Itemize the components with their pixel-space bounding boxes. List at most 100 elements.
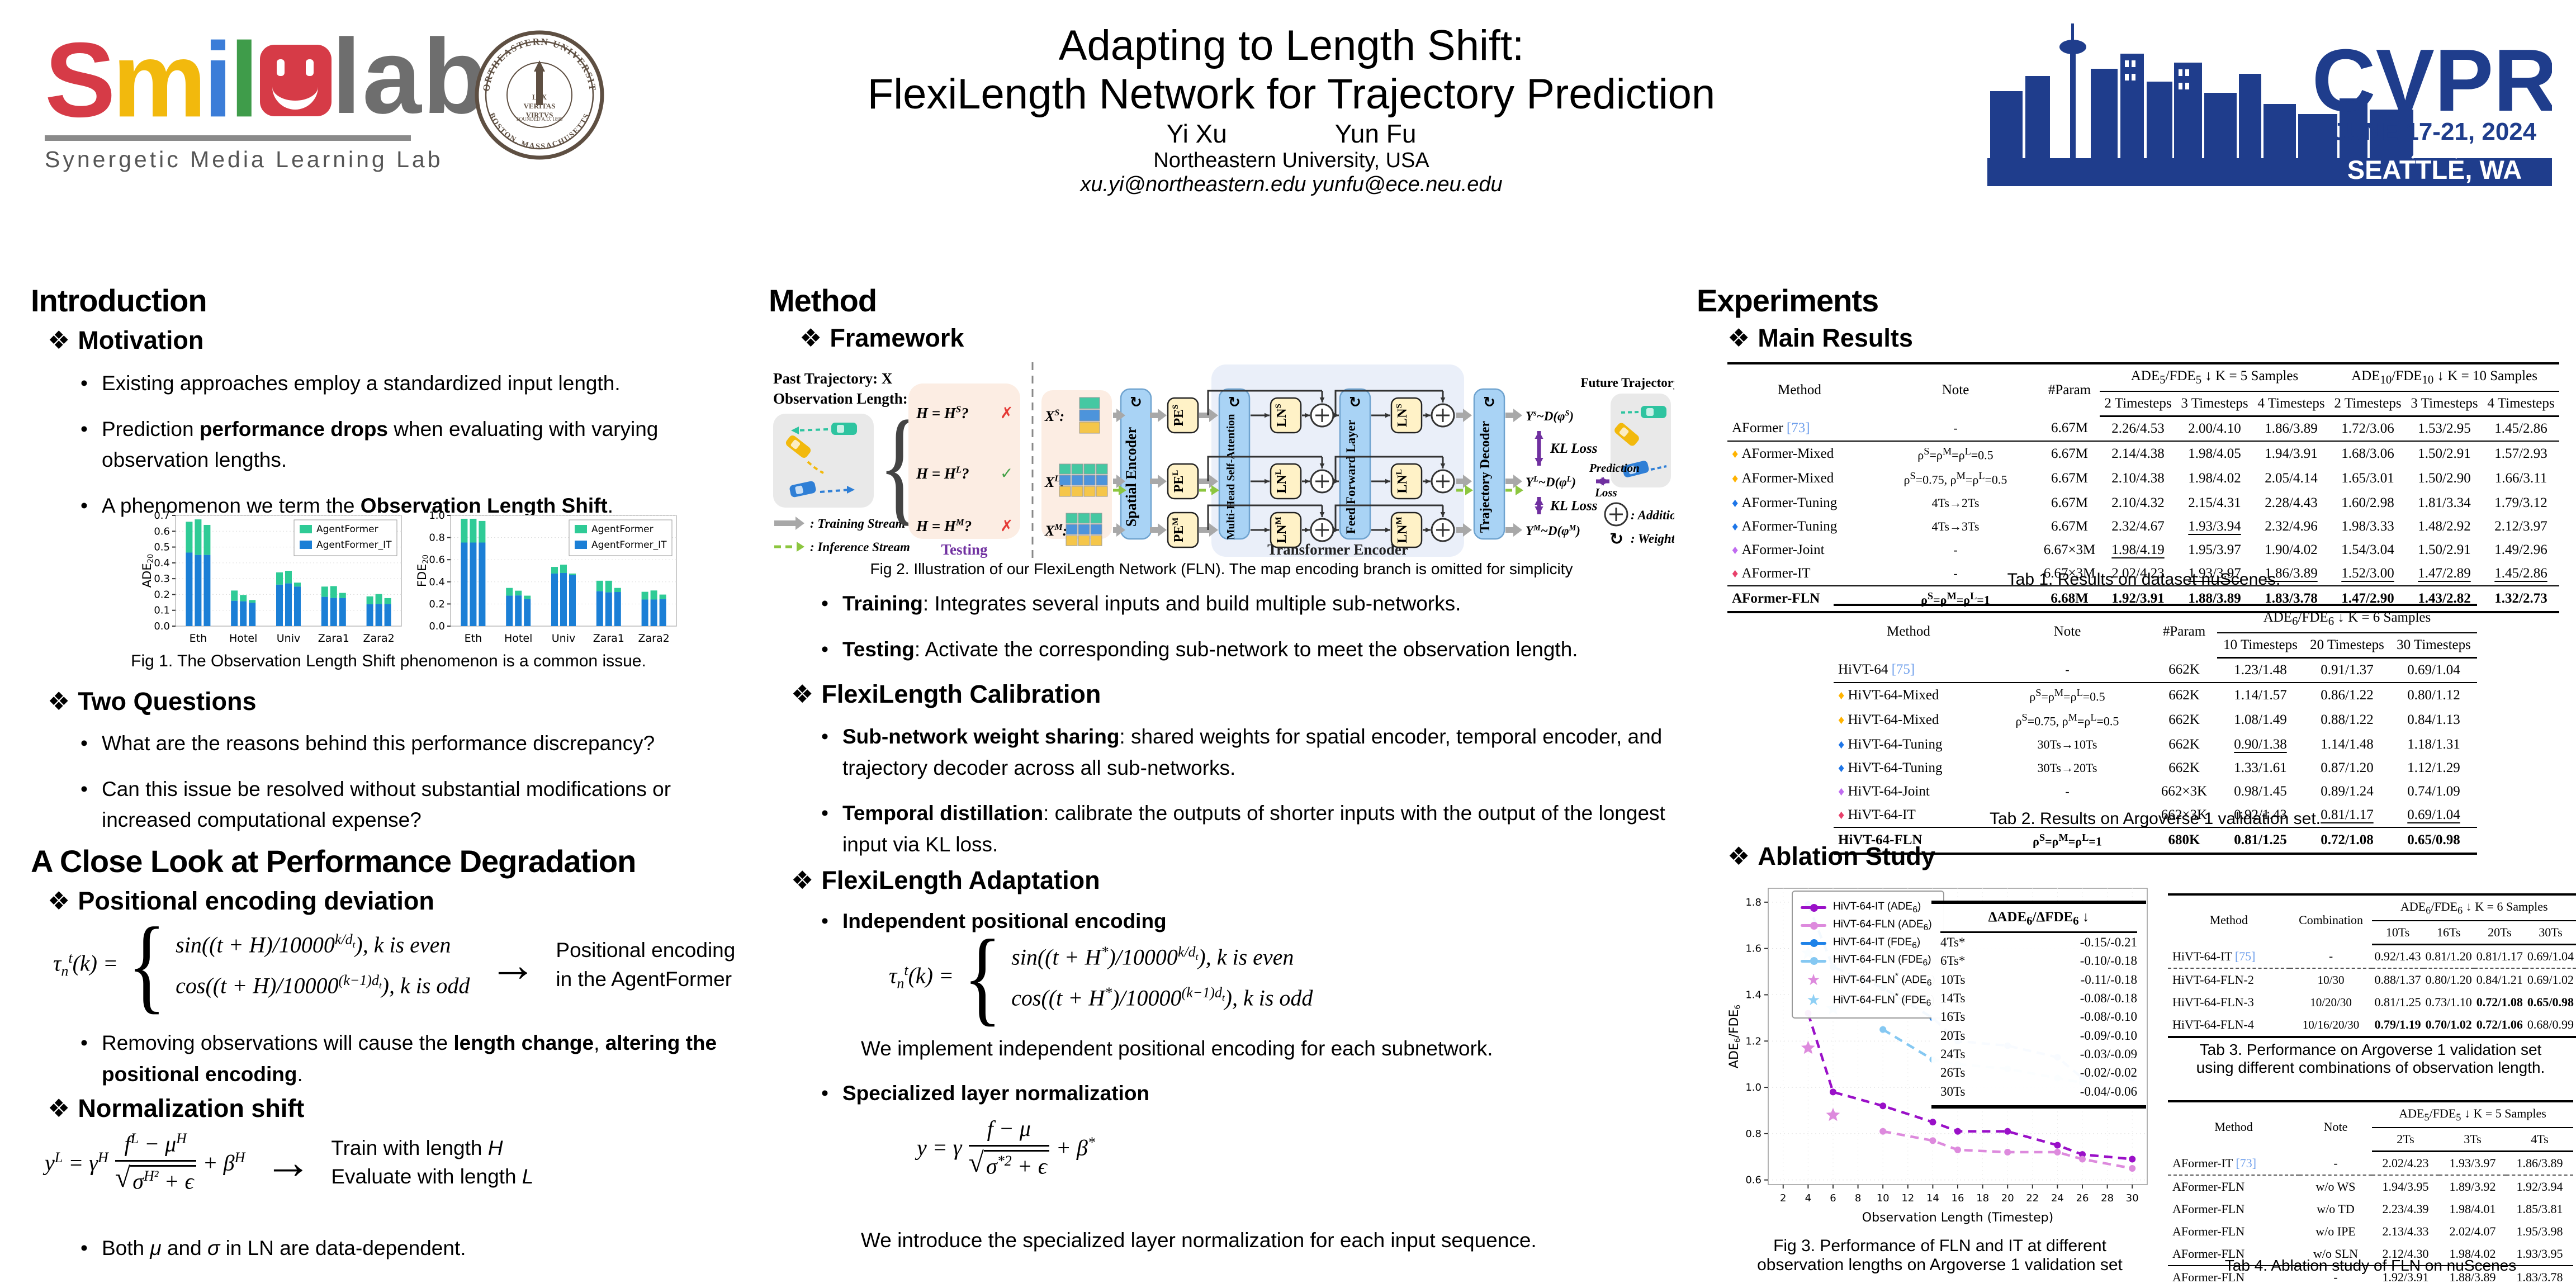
value-cell: 1.94/3.91 — [2265, 446, 2318, 462]
value-cell: 1.08/1.49 — [2234, 712, 2287, 728]
y-tick: 0.0 — [154, 621, 170, 632]
value-cell: 1.98/4.19 — [2111, 542, 2165, 557]
spatial-encoder — [1120, 388, 1152, 540]
logo-letter: m — [112, 21, 207, 140]
section-experiments: Experiments — [1697, 283, 1879, 318]
motivation-bullets: Existing approaches employ a standardize… — [73, 368, 738, 536]
subsection-pos-encoding: ❖ Positional encoding deviation — [48, 887, 434, 915]
value-cell: 1.45/2.86 — [2483, 416, 2559, 442]
legend-label: AgentFormer — [591, 524, 654, 535]
method-cell: ♦ AFormer-Mixed — [1732, 471, 1834, 486]
method-cell: ♦ AFormer-Mixed — [1732, 446, 1834, 462]
method-cell: HiVT-64 [75] — [1834, 657, 1983, 683]
y-tick: 1.0 — [1745, 1082, 1761, 1093]
y-tick: 0.2 — [154, 589, 170, 600]
training-stream-legend: : Training Stream — [810, 517, 905, 531]
authors: Yi Xu Yun Fu — [643, 119, 1940, 149]
value-cell: 1.93/3.94 — [2188, 518, 2241, 534]
subsection-calibration: ❖ FlexiLength Calibration — [791, 680, 1101, 708]
note-cell: ρS=0.75, ρM=ρL=0.5 — [1903, 470, 2007, 487]
bar-agentformer-it — [294, 586, 301, 626]
x-category-label: Zara2 — [363, 632, 394, 645]
sub-header: 10 Timesteps — [2217, 633, 2304, 659]
value-cell: 0.81/1.20 — [2423, 944, 2474, 969]
flow-arrow — [1456, 409, 1472, 422]
group-header: ADE6/FDE6 ↓ K = 6 Samples — [2372, 894, 2576, 922]
value-cell: 1.98/4.02 — [2439, 1243, 2506, 1267]
method-cell: ♦ HiVT-64-Joint — [1838, 783, 1930, 799]
flow-arrow — [774, 517, 804, 530]
fig2-framework-diagram: Past Trajectory: X Observation Length: H:… — [773, 362, 1674, 558]
x-category-label: Univ — [277, 632, 300, 645]
point-marker — [1829, 1088, 1836, 1096]
table-row: AFormer-FLN w/o IPE 2.13/4.33 2.02/4.07 1.95… — [2168, 1220, 2573, 1243]
diamond-icon: ♦ — [1732, 495, 1739, 510]
bar-agentformer — [294, 583, 301, 587]
table-row: AFormer-FLN - 1.92/3.91 1.88/3.89 1.83/3.78 — [2168, 1266, 2573, 1288]
flow-arrow — [1113, 523, 1125, 537]
input-cell — [1096, 475, 1108, 486]
value-cell: 1.47/2.89 — [2406, 561, 2483, 586]
logo-letter: i — [203, 21, 233, 140]
note-cell: 10/20/30 — [2310, 995, 2352, 1009]
param-cell: 662K — [2151, 657, 2217, 683]
section-method: Method — [769, 283, 877, 318]
ipe-formula: τnt(k) = { sin((t + H*)/10000k/dt), k is… — [889, 918, 1313, 1036]
value-cell: 1.57/2.93 — [2494, 446, 2547, 462]
bar-agentformer — [321, 586, 328, 597]
flow-arrow — [1113, 475, 1125, 488]
author-2: Yun Fu — [1334, 119, 1417, 148]
point-marker — [1954, 1146, 1961, 1153]
fig3-legend: HiVT-64-IT (ADE6) HiVT-64-FLN (ADE6) HiVT-… — [1792, 891, 1944, 1019]
subsection-normalization-shift: ❖ Normalization shift — [48, 1094, 305, 1123]
bar-agentformer — [231, 590, 238, 601]
x-tick: 22 — [2026, 1192, 2039, 1204]
method-cell: HiVT-64-IT [75] — [2168, 944, 2290, 969]
tab2-caption: Tab 2. Results on Argoverse 1 validation… — [1989, 809, 2321, 828]
sub-header: 2Ts — [2372, 1128, 2439, 1153]
bar-agentformer — [470, 518, 477, 543]
value-cell: 1.48/2.92 — [2418, 518, 2471, 534]
value-cell: 0.92/1.43 — [2372, 944, 2423, 969]
method-cell: HiVT-64-FLN-4 — [2172, 1017, 2254, 1032]
param-cell: 6.67M — [2051, 471, 2088, 486]
emails: xu.yi@northeastern.edu yunfu@ece.neu.edu — [1080, 173, 1503, 196]
output-distribution-label: YL~D(φL) — [1526, 475, 1576, 489]
legend-label: AgentFormer_IT — [591, 539, 667, 551]
bar-agentformer-it — [384, 604, 391, 626]
affiliation: Northeastern University, USA — [1153, 149, 1429, 172]
input-cell — [1079, 397, 1100, 409]
input-cell — [1083, 486, 1096, 497]
method-cell: AFormer-FLN — [2168, 1243, 2299, 1267]
bar-agentformer — [285, 571, 292, 584]
point-marker — [1879, 1128, 1887, 1135]
bar-agentformer-it — [596, 591, 603, 626]
cvpr-title: CVPR — [2312, 31, 2552, 130]
note-cell: w/o IPE — [2315, 1224, 2356, 1239]
diamond-icon: ♦ — [1838, 737, 1845, 751]
input-cell — [1071, 486, 1083, 497]
prediction-loss-label: Loss — [1594, 486, 1617, 499]
table-row: AFormer-FLN w/o WS 1.94/3.95 1.89/3.92 1.92/… — [2168, 1175, 2573, 1198]
pe-ln-label: PES — [1171, 405, 1186, 427]
input-cell — [1096, 463, 1108, 475]
diamond-icon: ♦ — [1732, 542, 1739, 557]
note-cell: 4Ts→2Ts — [1931, 495, 1980, 510]
value-cell: 1.92/3.91 — [2111, 590, 2165, 606]
smilelab-wordmark: Smil lab — [45, 23, 489, 133]
observation-length-label: Observation Length: H — [773, 390, 924, 407]
ln-note: Train with length H Evaluate with length… — [331, 1136, 534, 1188]
method-cell: AFormer-FLN — [2172, 1180, 2245, 1194]
x-tick: 26 — [2076, 1192, 2089, 1204]
table-row: AFormer-FLN ρS=ρM=ρL=1 6.68M 1.92/3.91 1.88/… — [1727, 586, 2559, 612]
testing-label: Testing — [941, 541, 988, 558]
sub-header: 3Ts — [2439, 1128, 2506, 1153]
pe-formula-row: τnt(k) = { sin((t + H)/10000k/dt), k is … — [53, 912, 735, 1018]
param-cell: 6.67M — [2051, 518, 2088, 534]
table-row: ♦ HiVT-64-Tuning 30Ts→10Ts 662K 0.90/1.38 1.1… — [1834, 733, 2477, 756]
bar-panel: 0.0 0.1 0.2 0.3 0.4 0.5 0.6 0.7 ADE20 Eth Hotel Uni… — [140, 510, 402, 645]
x-tick: 12 — [1901, 1192, 1914, 1204]
prediction-loss-label: Prediction — [1589, 461, 1640, 475]
y-tick: 1.6 — [1745, 943, 1761, 955]
fig3-delta-table: ΔADE6/ΔFDE6 ↓ 4Ts* -0.15/-0.21 6Ts* -0.10/-0… — [1931, 901, 2146, 1109]
